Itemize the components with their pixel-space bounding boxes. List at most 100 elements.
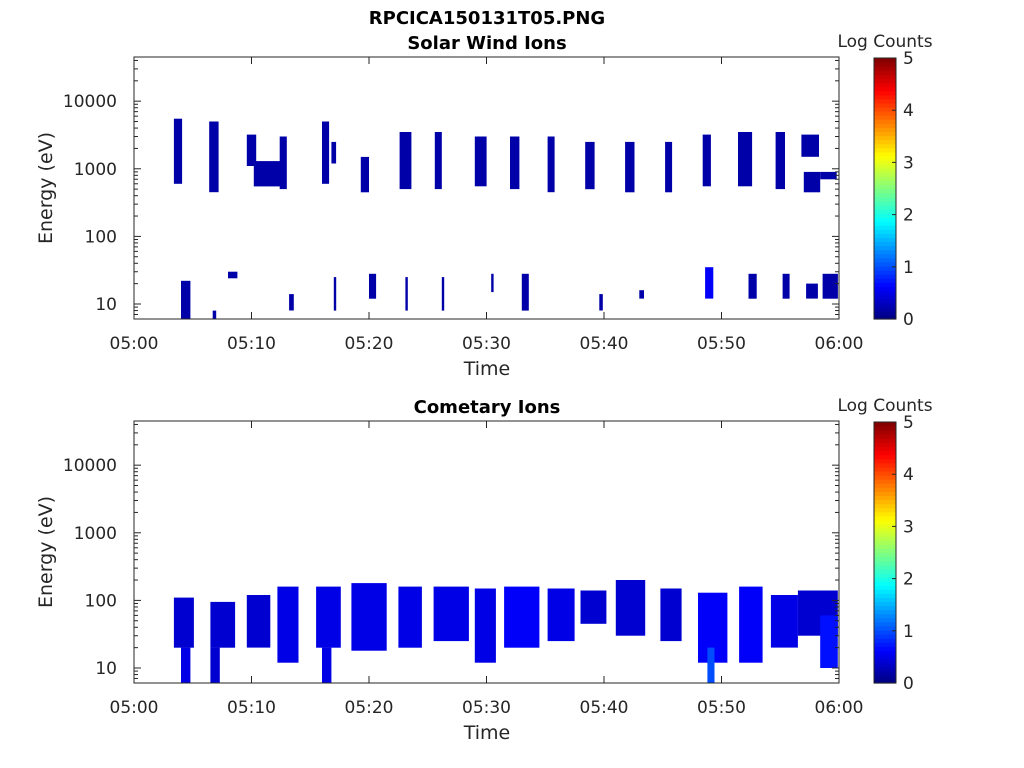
colorbar-tick-label: 5 (903, 413, 914, 433)
colorbar-segment (874, 90, 896, 96)
colorbar-segment (874, 491, 896, 497)
colorbar-segment (874, 217, 896, 222)
heatmap-cell (360, 156, 369, 193)
colorbar-label: Log Counts (837, 396, 932, 416)
colorbar-segment (874, 597, 896, 603)
colorbar-segment (874, 528, 896, 533)
colorbar-segment (874, 572, 896, 578)
colorbar-segment (874, 164, 896, 169)
colorbar-segment (874, 552, 896, 558)
colorbar-frame (873, 57, 897, 320)
colorbar-segment (874, 196, 896, 202)
colorbar-segment (874, 499, 896, 505)
heatmap-cell (322, 647, 332, 683)
colorbar-label: Log Counts (837, 32, 932, 52)
heatmap-cell (820, 615, 838, 668)
colorbar-segment (874, 458, 896, 464)
colorbar-segment (874, 556, 896, 562)
colorbar-segment (874, 94, 896, 100)
colorbar-segment (874, 270, 896, 275)
x-axis-label: Time (463, 722, 511, 744)
heatmap-cell (580, 590, 607, 624)
heatmap-cell (625, 141, 635, 193)
colorbar-segment (874, 78, 896, 84)
heatmap-cell (279, 136, 287, 190)
colorbar-segment (874, 225, 896, 230)
x-tick-label: 05:10 (227, 698, 276, 718)
colorbar-segment (874, 654, 896, 660)
colorbar-tick-label: 3 (903, 517, 914, 537)
x-tick-label: 05:20 (345, 698, 394, 718)
heatmap-cell (820, 171, 837, 180)
colorbar: 0 1 2 3 4 5 (873, 49, 914, 330)
colorbar-segment (874, 139, 896, 145)
heatmap-cell (491, 273, 494, 293)
colorbar-segment (874, 581, 896, 586)
heatmap-cell (748, 273, 757, 299)
heatmap-cell (181, 647, 191, 683)
heatmap-cells (173, 118, 838, 319)
colorbar-segment (874, 650, 896, 656)
colorbar-segment (874, 548, 896, 554)
heatmap-cell (474, 588, 496, 663)
colorbar-segment (874, 147, 896, 153)
axes: 05:00 05:10 05:20 05:30 05:40 05:50 06:00 10 100… (63, 57, 864, 354)
colorbar-segment (874, 119, 896, 124)
heatmap-cell (665, 141, 673, 193)
colorbar-segment (874, 483, 896, 488)
colorbar-segment (874, 241, 896, 247)
colorbar-segment (874, 605, 896, 611)
heatmap-cell (433, 586, 469, 642)
heatmap-cell (351, 583, 387, 651)
y-tick-label: 1000 (74, 160, 117, 180)
y-axis-label: Energy (eV) (35, 132, 57, 244)
heatmap-cell (738, 132, 753, 187)
colorbar-segment (874, 634, 896, 639)
colorbar-segment (874, 617, 896, 623)
colorbar-tick-label: 0 (903, 674, 914, 694)
colorbar-segment (874, 200, 896, 206)
colorbar-segment (874, 143, 896, 149)
colorbar-segment (874, 507, 896, 513)
colorbar-segment (874, 192, 896, 198)
colorbar-segment (874, 462, 896, 468)
colorbar-segment (874, 532, 896, 537)
heatmap-cell (181, 280, 191, 319)
heatmap-cell (405, 277, 408, 311)
x-tick-label: 05:00 (110, 334, 159, 354)
figure-title: RPCICA150131T05.PNG (369, 8, 605, 29)
colorbar-segment (874, 257, 896, 263)
heatmap-cell (806, 283, 818, 299)
colorbar-segment (874, 212, 896, 218)
heatmap-cell (801, 134, 819, 157)
colorbar-segment (874, 306, 896, 312)
colorbar-segment (874, 253, 896, 259)
panel-title: Solar Wind Ions (407, 33, 566, 54)
colorbar-segment (874, 131, 896, 137)
colorbar-segment (874, 434, 896, 439)
colorbar-tick-label: 1 (903, 622, 914, 642)
heatmap-cell (707, 647, 715, 683)
heatmap-cell (399, 132, 412, 190)
colorbar-segment (874, 576, 896, 582)
x-tick-label: 06:00 (815, 698, 864, 718)
colorbar-segment (874, 560, 896, 566)
heatmap-cell (775, 132, 785, 190)
colorbar: 0 1 2 3 4 5 (873, 413, 914, 694)
heatmap-cell (246, 134, 257, 166)
heatmap-cell (369, 273, 377, 299)
heatmap-cell (398, 586, 422, 648)
colorbar-segment (874, 523, 896, 529)
colorbar-segment (874, 658, 896, 664)
heatmap-cell (316, 586, 341, 648)
colorbar-segment (874, 159, 896, 165)
colorbar-segment (874, 233, 896, 239)
y-tick-label: 100 (85, 591, 117, 611)
colorbar-segment (874, 568, 896, 574)
heatmap-cell (782, 273, 790, 299)
colorbar-segment (874, 66, 896, 71)
x-tick-label: 05:30 (462, 334, 511, 354)
colorbar-segment (874, 589, 896, 594)
colorbar-segment (874, 237, 896, 243)
colorbar-frame (873, 421, 897, 684)
